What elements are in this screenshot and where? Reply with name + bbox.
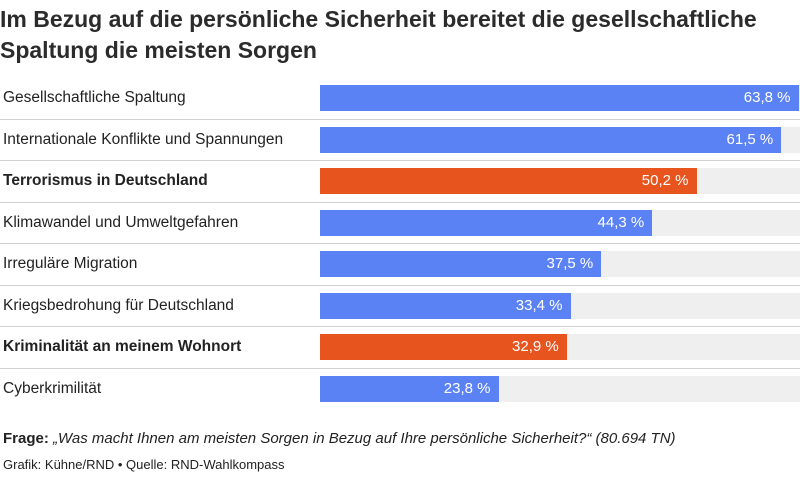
row-divider — [0, 118, 800, 120]
bar-track: 32,9 % — [320, 334, 800, 360]
bar: 44,3 % — [320, 209, 653, 236]
bar-value-label: 37,5 % — [546, 255, 594, 272]
bar-value-label: 33,4 % — [515, 296, 563, 314]
category-label: Terrorismus in Deutschland — [3, 172, 208, 189]
bar: 61,5 % — [320, 126, 782, 153]
bar: 23,8 % — [320, 375, 499, 402]
question-note: Frage: „Was macht Ihnen am meisten Sorge… — [3, 430, 676, 447]
question-text: „Was macht Ihnen am meisten Sorgen in Be… — [53, 430, 676, 447]
chart-title: Im Bezug auf die persönliche Sicherheit … — [0, 6, 757, 63]
bar-value-label: 44,3 % — [597, 213, 645, 231]
bar: 37,5 % — [320, 251, 602, 277]
row-divider — [0, 243, 800, 244]
bar-value-label: 50,2 % — [641, 172, 689, 189]
bar-track: 33,4 % — [320, 292, 800, 319]
category-label: Irreguläre Migration — [3, 255, 138, 272]
bar-value-label: 63,8 % — [743, 89, 791, 106]
row-divider — [0, 367, 800, 369]
category-label: Kriminalität an meinem Wohnort — [3, 338, 242, 355]
category-label: Cyberkrimilität — [3, 379, 102, 397]
bar: 50,2 % — [320, 168, 697, 194]
source-credit: Grafik: Kühne/RND • Quelle: RND-Wahlkomp… — [3, 457, 285, 472]
row-divider — [0, 201, 800, 203]
bar: 32,9 % — [320, 334, 567, 360]
bar-track: 44,3 % — [320, 209, 800, 236]
bar-track: 23,8 % — [320, 375, 800, 402]
row-divider — [0, 326, 800, 327]
bar-track: 61,5 % — [320, 126, 800, 153]
question-label: Frage: — [3, 430, 49, 447]
row-divider — [0, 284, 800, 286]
bar-chart: Gesellschaftliche Spaltung 63,8 % Internat… — [0, 85, 800, 402]
bar-track: 37,5 % — [320, 251, 800, 277]
category-label: Klimawandel und Umweltgefahren — [3, 213, 239, 231]
bar-value-label: 61,5 % — [726, 130, 774, 148]
bar-value-label: 23,8 % — [443, 379, 491, 397]
category-label: Gesellschaftliche Spaltung — [3, 89, 186, 106]
bar-value-label: 32,9 % — [512, 338, 559, 355]
bar: 63,8 % — [320, 85, 799, 111]
row-divider — [0, 160, 800, 161]
bar-track: 63,8 % — [320, 85, 800, 111]
category-label: Kriegsbedrohung für Deutschland — [3, 296, 234, 314]
category-label: Internationale Konflikte und Spannungen — [3, 130, 284, 148]
bar-track: 50,2 % — [320, 168, 800, 194]
bar: 33,4 % — [320, 292, 571, 319]
